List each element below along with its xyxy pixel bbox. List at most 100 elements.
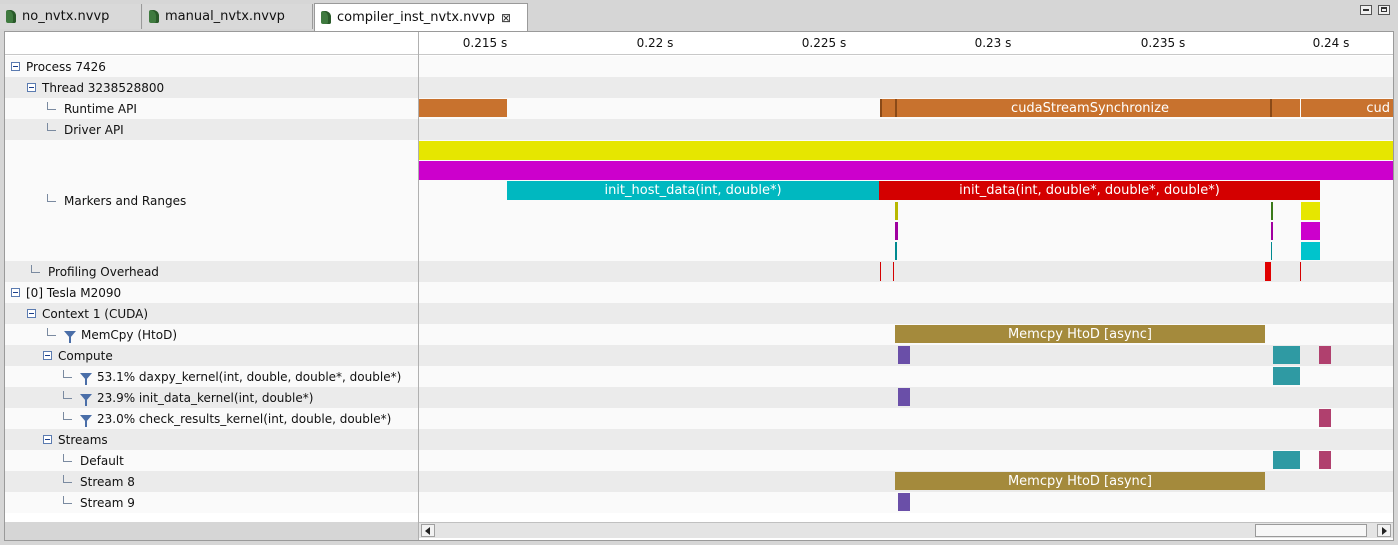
- range-init-host-data[interactable]: init_host_data(int, double*): [507, 181, 879, 200]
- tree-branch-line: [63, 411, 72, 420]
- nvvp-file-icon: [321, 11, 331, 24]
- tree-branch-line: [31, 264, 40, 273]
- tree-footer: [5, 522, 418, 540]
- track-process: [419, 56, 1393, 77]
- daxpy-kernel-bar[interactable]: [1273, 367, 1300, 385]
- tree-row-runtime-api[interactable]: Runtime API: [5, 98, 418, 119]
- nvvp-file-icon: [149, 10, 159, 23]
- filter-icon[interactable]: [80, 394, 92, 406]
- scroll-left-icon[interactable]: [421, 524, 435, 537]
- compute-kernel-check[interactable]: [1319, 346, 1331, 364]
- tree-row-stream-8[interactable]: Stream 8: [5, 471, 418, 492]
- ruler-tick-label: 0.23 s: [974, 36, 1012, 50]
- scrollbar-thumb[interactable]: [1255, 524, 1367, 537]
- overhead-mark[interactable]: [1265, 262, 1271, 281]
- collapse-icon[interactable]: [11, 62, 20, 71]
- close-tab-icon[interactable]: ⊠: [501, 10, 512, 25]
- marker-cyan-end[interactable]: [1301, 242, 1320, 260]
- tab-manual-nvtx[interactable]: manual_nvtx.nvvp: [143, 4, 313, 29]
- runtime-api-bar[interactable]: [419, 99, 507, 117]
- timeline-view: Process 7426 Thread 3238528800 Runtime A…: [4, 31, 1394, 541]
- tree-row-process[interactable]: Process 7426: [5, 56, 418, 77]
- runtime-api-bar-cut[interactable]: cud: [1301, 99, 1393, 117]
- tree-row-thread[interactable]: Thread 3238528800: [5, 77, 418, 98]
- stream-9-kernel[interactable]: [898, 493, 910, 511]
- ruler-tick-label: 0.215 s: [462, 36, 508, 50]
- row-label: Driver API: [64, 122, 124, 137]
- row-label: Stream 9: [80, 495, 135, 510]
- tree-row-streams[interactable]: Streams: [5, 429, 418, 450]
- runtime-api-tick: [880, 99, 882, 117]
- stream-default-check[interactable]: [1319, 451, 1331, 469]
- marker-yellow-end[interactable]: [1301, 202, 1320, 220]
- tab-no-nvtx[interactable]: no_nvtx.nvvp: [0, 4, 142, 29]
- collapse-icon[interactable]: [43, 435, 52, 444]
- tree-row-compute[interactable]: Compute: [5, 345, 418, 366]
- filter-icon[interactable]: [64, 331, 76, 343]
- tree-row-markers-ranges[interactable]: Markers and Ranges: [5, 140, 418, 261]
- filter-icon[interactable]: [80, 373, 92, 385]
- range-red-small[interactable]: [1300, 181, 1320, 200]
- ruler-spacer: [5, 32, 418, 55]
- marker-range-yellow[interactable]: [419, 141, 1393, 160]
- bar-label: Memcpy HtoD [async]: [1007, 473, 1153, 489]
- compute-kernel-daxpy[interactable]: [1273, 346, 1300, 364]
- bar-label: cud: [1366, 100, 1390, 116]
- check-results-kernel-bar[interactable]: [1319, 409, 1331, 427]
- stream-default-daxpy[interactable]: [1273, 451, 1300, 469]
- bar-label: init_data(int, double*, double*, double*…: [959, 183, 1220, 198]
- marker-cyan-small[interactable]: [1271, 242, 1272, 260]
- tree-row-memcpy[interactable]: MemCpy (HtoD): [5, 324, 418, 345]
- runtime-api-bar-stream-sync[interactable]: cudaStreamSynchronize: [880, 99, 1300, 117]
- tree-row-kernel-daxpy[interactable]: 53.1% daxpy_kernel(int, double, double*,…: [5, 366, 418, 387]
- row-label: Profiling Overhead: [48, 264, 159, 279]
- collapse-icon[interactable]: [27, 83, 36, 92]
- collapse-icon[interactable]: [27, 309, 36, 318]
- row-label: Stream 8: [80, 474, 135, 489]
- marker-magenta-small[interactable]: [895, 222, 898, 240]
- marker-yellow-small[interactable]: [895, 202, 898, 220]
- tab-compiler-inst-nvtx[interactable]: compiler_inst_nvtx.nvvp ⊠: [314, 3, 528, 31]
- tree-row-device[interactable]: [0] Tesla M2090: [5, 282, 418, 303]
- overhead-mark[interactable]: [880, 262, 881, 281]
- view-window-controls: [1360, 5, 1390, 15]
- tree-row-driver-api[interactable]: Driver API: [5, 119, 418, 140]
- marker-green-small[interactable]: [1271, 202, 1273, 220]
- row-label: Markers and Ranges: [64, 193, 187, 208]
- filter-icon[interactable]: [80, 415, 92, 427]
- tree-branch-line: [47, 327, 56, 336]
- tree-branch-line: [63, 390, 72, 399]
- tree-row-stream-default[interactable]: Default: [5, 450, 418, 471]
- tree-row-context[interactable]: Context 1 (CUDA): [5, 303, 418, 324]
- timeline-horizontal-scrollbar[interactable]: [419, 522, 1393, 538]
- init-data-kernel-bar[interactable]: [898, 388, 910, 406]
- compute-kernel-init[interactable]: [898, 346, 910, 364]
- track-device: [419, 282, 1393, 303]
- scroll-right-icon[interactable]: [1377, 524, 1391, 537]
- tree-row-kernel-check-results[interactable]: 23.0% check_results_kernel(int, double, …: [5, 408, 418, 429]
- overhead-mark[interactable]: [893, 262, 894, 281]
- row-label: Compute: [58, 348, 113, 363]
- collapse-icon[interactable]: [43, 351, 52, 360]
- nvvp-file-icon: [6, 10, 16, 23]
- tree-branch-line: [63, 474, 72, 483]
- marker-cyan-small[interactable]: [895, 242, 897, 260]
- ruler-tick-label: 0.225 s: [801, 36, 847, 50]
- marker-magenta-small[interactable]: [1271, 222, 1273, 240]
- range-init-data[interactable]: init_data(int, double*, double*, double*…: [879, 181, 1300, 200]
- maximize-icon[interactable]: [1378, 5, 1390, 15]
- tree-row-profiling-overhead[interactable]: Profiling Overhead: [5, 261, 418, 282]
- tree-row-stream-9[interactable]: Stream 9: [5, 492, 418, 513]
- memcpy-htod-bar[interactable]: Memcpy HtoD [async]: [895, 325, 1265, 343]
- overhead-mark[interactable]: [1300, 262, 1301, 281]
- tree-branch-line: [63, 495, 72, 504]
- timeline-canvas[interactable]: 0.215 s 0.22 s 0.225 s 0.23 s 0.235 s 0.…: [419, 32, 1393, 540]
- collapse-icon[interactable]: [11, 288, 20, 297]
- minimize-icon[interactable]: [1360, 5, 1372, 15]
- stream-8-memcpy[interactable]: Memcpy HtoD [async]: [895, 472, 1265, 490]
- tree-row-kernel-init-data[interactable]: 23.9% init_data_kernel(int, double*): [5, 387, 418, 408]
- tab-label: no_nvtx.nvvp: [22, 9, 110, 24]
- marker-magenta-end[interactable]: [1301, 222, 1320, 240]
- marker-range-magenta[interactable]: [419, 161, 1393, 180]
- bar-label: cudaStreamSynchronize: [1011, 100, 1169, 116]
